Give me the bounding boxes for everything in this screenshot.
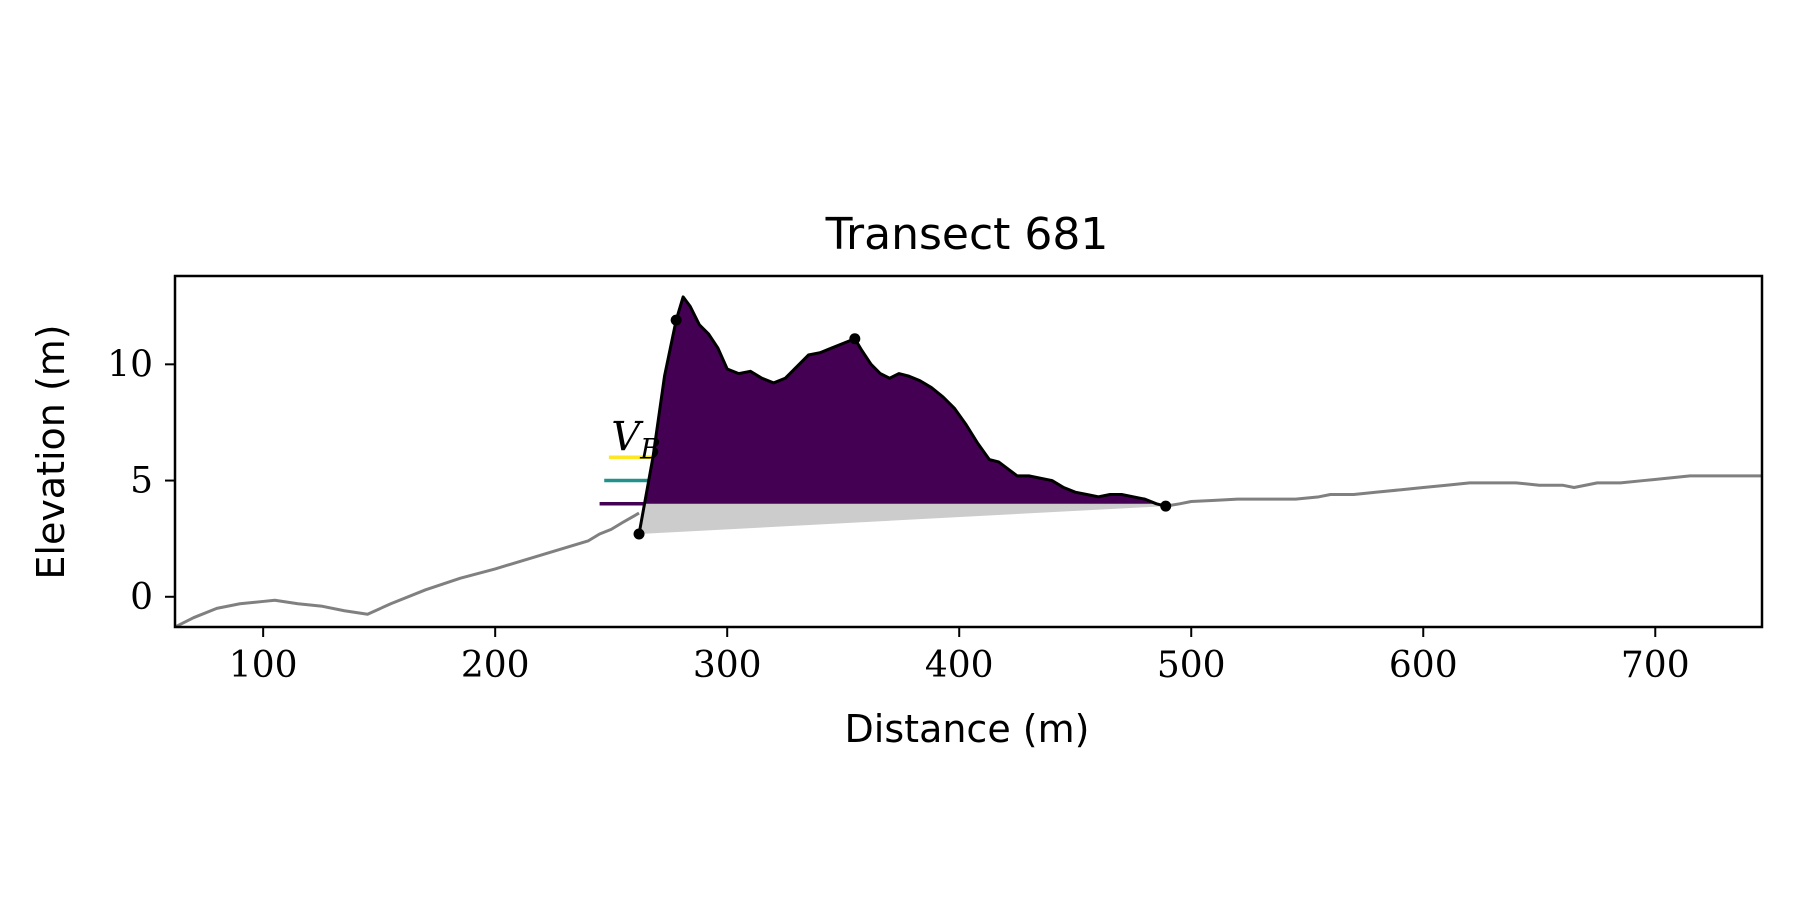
plot-frame — [173, 274, 1764, 629]
beach-profile-line — [175, 511, 640, 627]
x-axis: 100 200 300 400 500 600 700 — [229, 627, 1690, 686]
y-axis: 0 5 10 — [107, 344, 175, 618]
x-tick-label: 200 — [461, 645, 530, 686]
dune-profile-line — [637, 295, 1167, 535]
plot-area — [175, 295, 1762, 627]
backshore-profile-line — [1165, 474, 1762, 508]
annotation-symbol: V — [611, 414, 644, 460]
chart-title: Transect 681 — [825, 209, 1109, 260]
x-tick-label: 300 — [693, 645, 762, 686]
y-axis-label: Elevation (m) — [29, 324, 73, 579]
x-tick-label: 400 — [925, 645, 994, 686]
y-tick-label: 0 — [130, 577, 153, 618]
profile-marker-4 — [1160, 500, 1172, 512]
volume-band-3 — [639, 296, 1166, 504]
volume-annotation: VB — [611, 414, 660, 465]
x-tick-label: 600 — [1389, 645, 1458, 686]
annotation-subscript: B — [639, 432, 661, 465]
x-tick-label: 700 — [1621, 645, 1690, 686]
y-tick-label: 10 — [107, 344, 153, 385]
x-tick-label: 100 — [229, 645, 298, 686]
y-tick-label: 5 — [130, 461, 153, 502]
profile-marker-3 — [849, 333, 861, 345]
x-axis-label: Distance (m) — [845, 707, 1090, 751]
profile-marker-2 — [670, 314, 682, 326]
x-tick-label: 500 — [1157, 645, 1226, 686]
profile-marker-1 — [633, 528, 645, 540]
